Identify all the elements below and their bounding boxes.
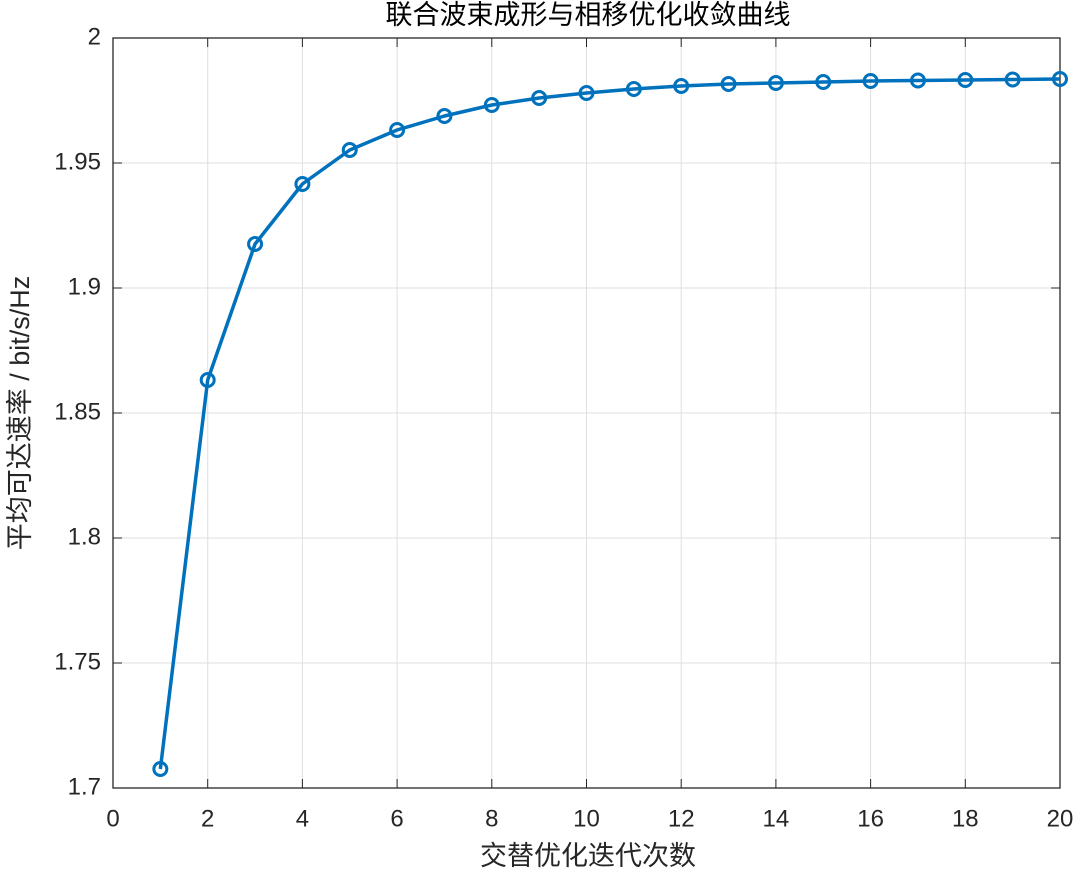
chart-title: 联合波束成形与相移优化收敛曲线 (386, 0, 791, 30)
data-marker (1004, 71, 1021, 88)
data-marker (720, 76, 737, 92)
data-marker (1052, 71, 1068, 87)
data-marker (389, 122, 406, 138)
x-tick-label: 4 (296, 805, 309, 832)
x-tick-label: 20 (1047, 805, 1074, 832)
data-marker (247, 236, 264, 252)
x-tick-label: 2 (201, 805, 214, 832)
data-marker (578, 85, 595, 101)
data-marker (199, 372, 216, 388)
data-marker (909, 72, 926, 89)
y-tick-label: 2 (88, 23, 101, 50)
x-tick-label: 14 (763, 805, 790, 832)
data-marker (815, 74, 832, 90)
x-tick-label: 12 (668, 805, 695, 832)
y-tick-label: 1.9 (68, 273, 101, 300)
data-marker (625, 81, 642, 97)
x-tick-label: 6 (390, 805, 403, 832)
data-marker (957, 72, 974, 88)
x-tick-label: 8 (485, 805, 498, 832)
y-axis-label: 平均可达速率 / bit/s/Hz (5, 276, 35, 551)
plot-frame (112, 37, 1061, 789)
data-marker (341, 142, 358, 158)
data-marker (767, 75, 784, 91)
y-tick-label: 1.8 (68, 523, 101, 550)
data-marker (436, 108, 453, 124)
y-tick-label: 1.85 (54, 398, 101, 425)
x-tick-label: 18 (952, 805, 979, 832)
data-marker (152, 761, 169, 777)
data-marker (294, 176, 311, 192)
data-marker (531, 90, 548, 106)
y-tick-label: 1.7 (68, 773, 101, 800)
data-marker (673, 78, 690, 94)
x-tick-label: 16 (857, 805, 884, 832)
x-axis-label: 交替优化迭代次数 (480, 841, 696, 871)
y-tick-label: 1.75 (54, 648, 101, 675)
data-marker (483, 97, 500, 113)
data-marker (862, 73, 879, 89)
y-tick-label: 1.95 (54, 148, 101, 175)
x-tick-label: 10 (573, 805, 600, 832)
x-tick-label: 0 (106, 805, 119, 832)
